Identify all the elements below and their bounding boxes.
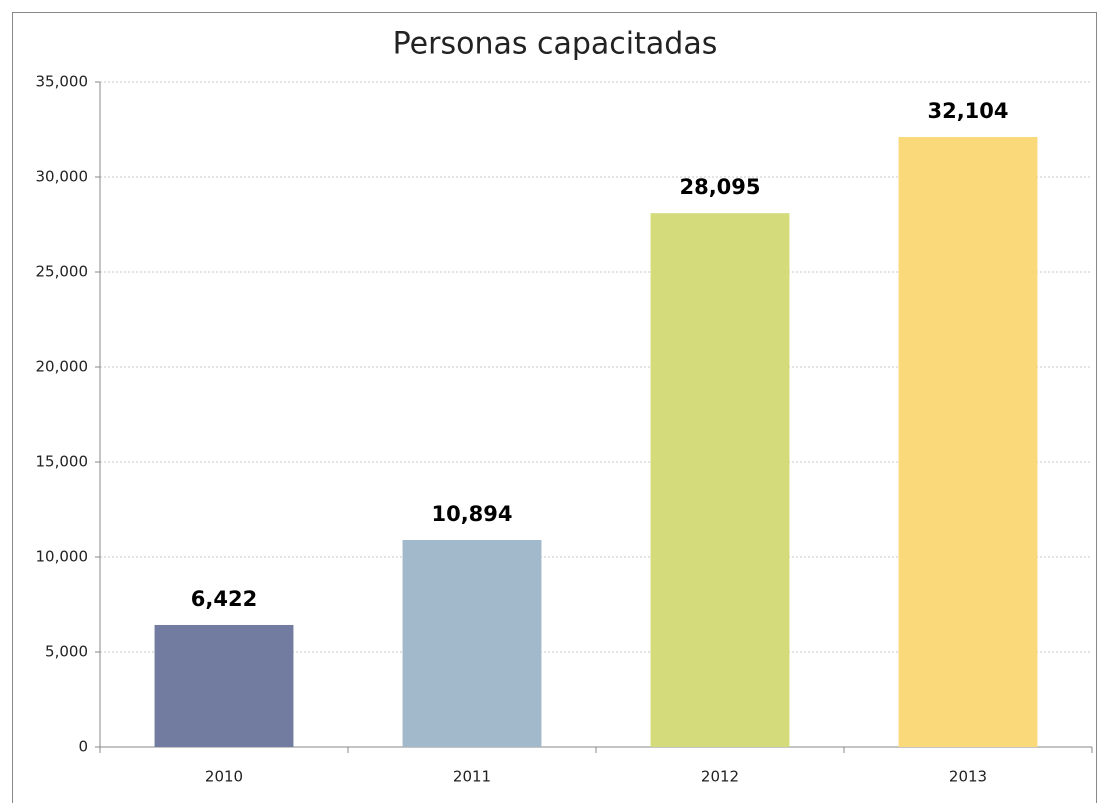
- data-label: 10,894: [431, 502, 512, 526]
- y-tick-label: 5,000: [45, 643, 88, 661]
- bar: [898, 137, 1038, 748]
- chart-title: Personas capacitadas: [393, 27, 718, 62]
- y-tick-label: 20,000: [36, 358, 89, 376]
- x-tick-label: 2011: [453, 768, 491, 786]
- data-label: 6,422: [191, 587, 257, 611]
- data-label: 28,095: [679, 175, 760, 199]
- y-tick-label: 35,000: [36, 73, 89, 91]
- bar: [650, 213, 790, 747]
- bar: [402, 540, 542, 747]
- y-tick-label: 15,000: [36, 453, 89, 471]
- y-tick-label: 30,000: [36, 168, 89, 186]
- data-label: 32,104: [927, 99, 1008, 123]
- y-tick-label: 0: [78, 738, 88, 756]
- x-tick-label: 2010: [205, 768, 243, 786]
- bar: [154, 624, 294, 747]
- y-tick-label: 25,000: [36, 263, 89, 281]
- y-tick-label: 10,000: [36, 548, 89, 566]
- x-tick-label: 2013: [949, 768, 987, 786]
- x-tick-label: 2012: [701, 768, 739, 786]
